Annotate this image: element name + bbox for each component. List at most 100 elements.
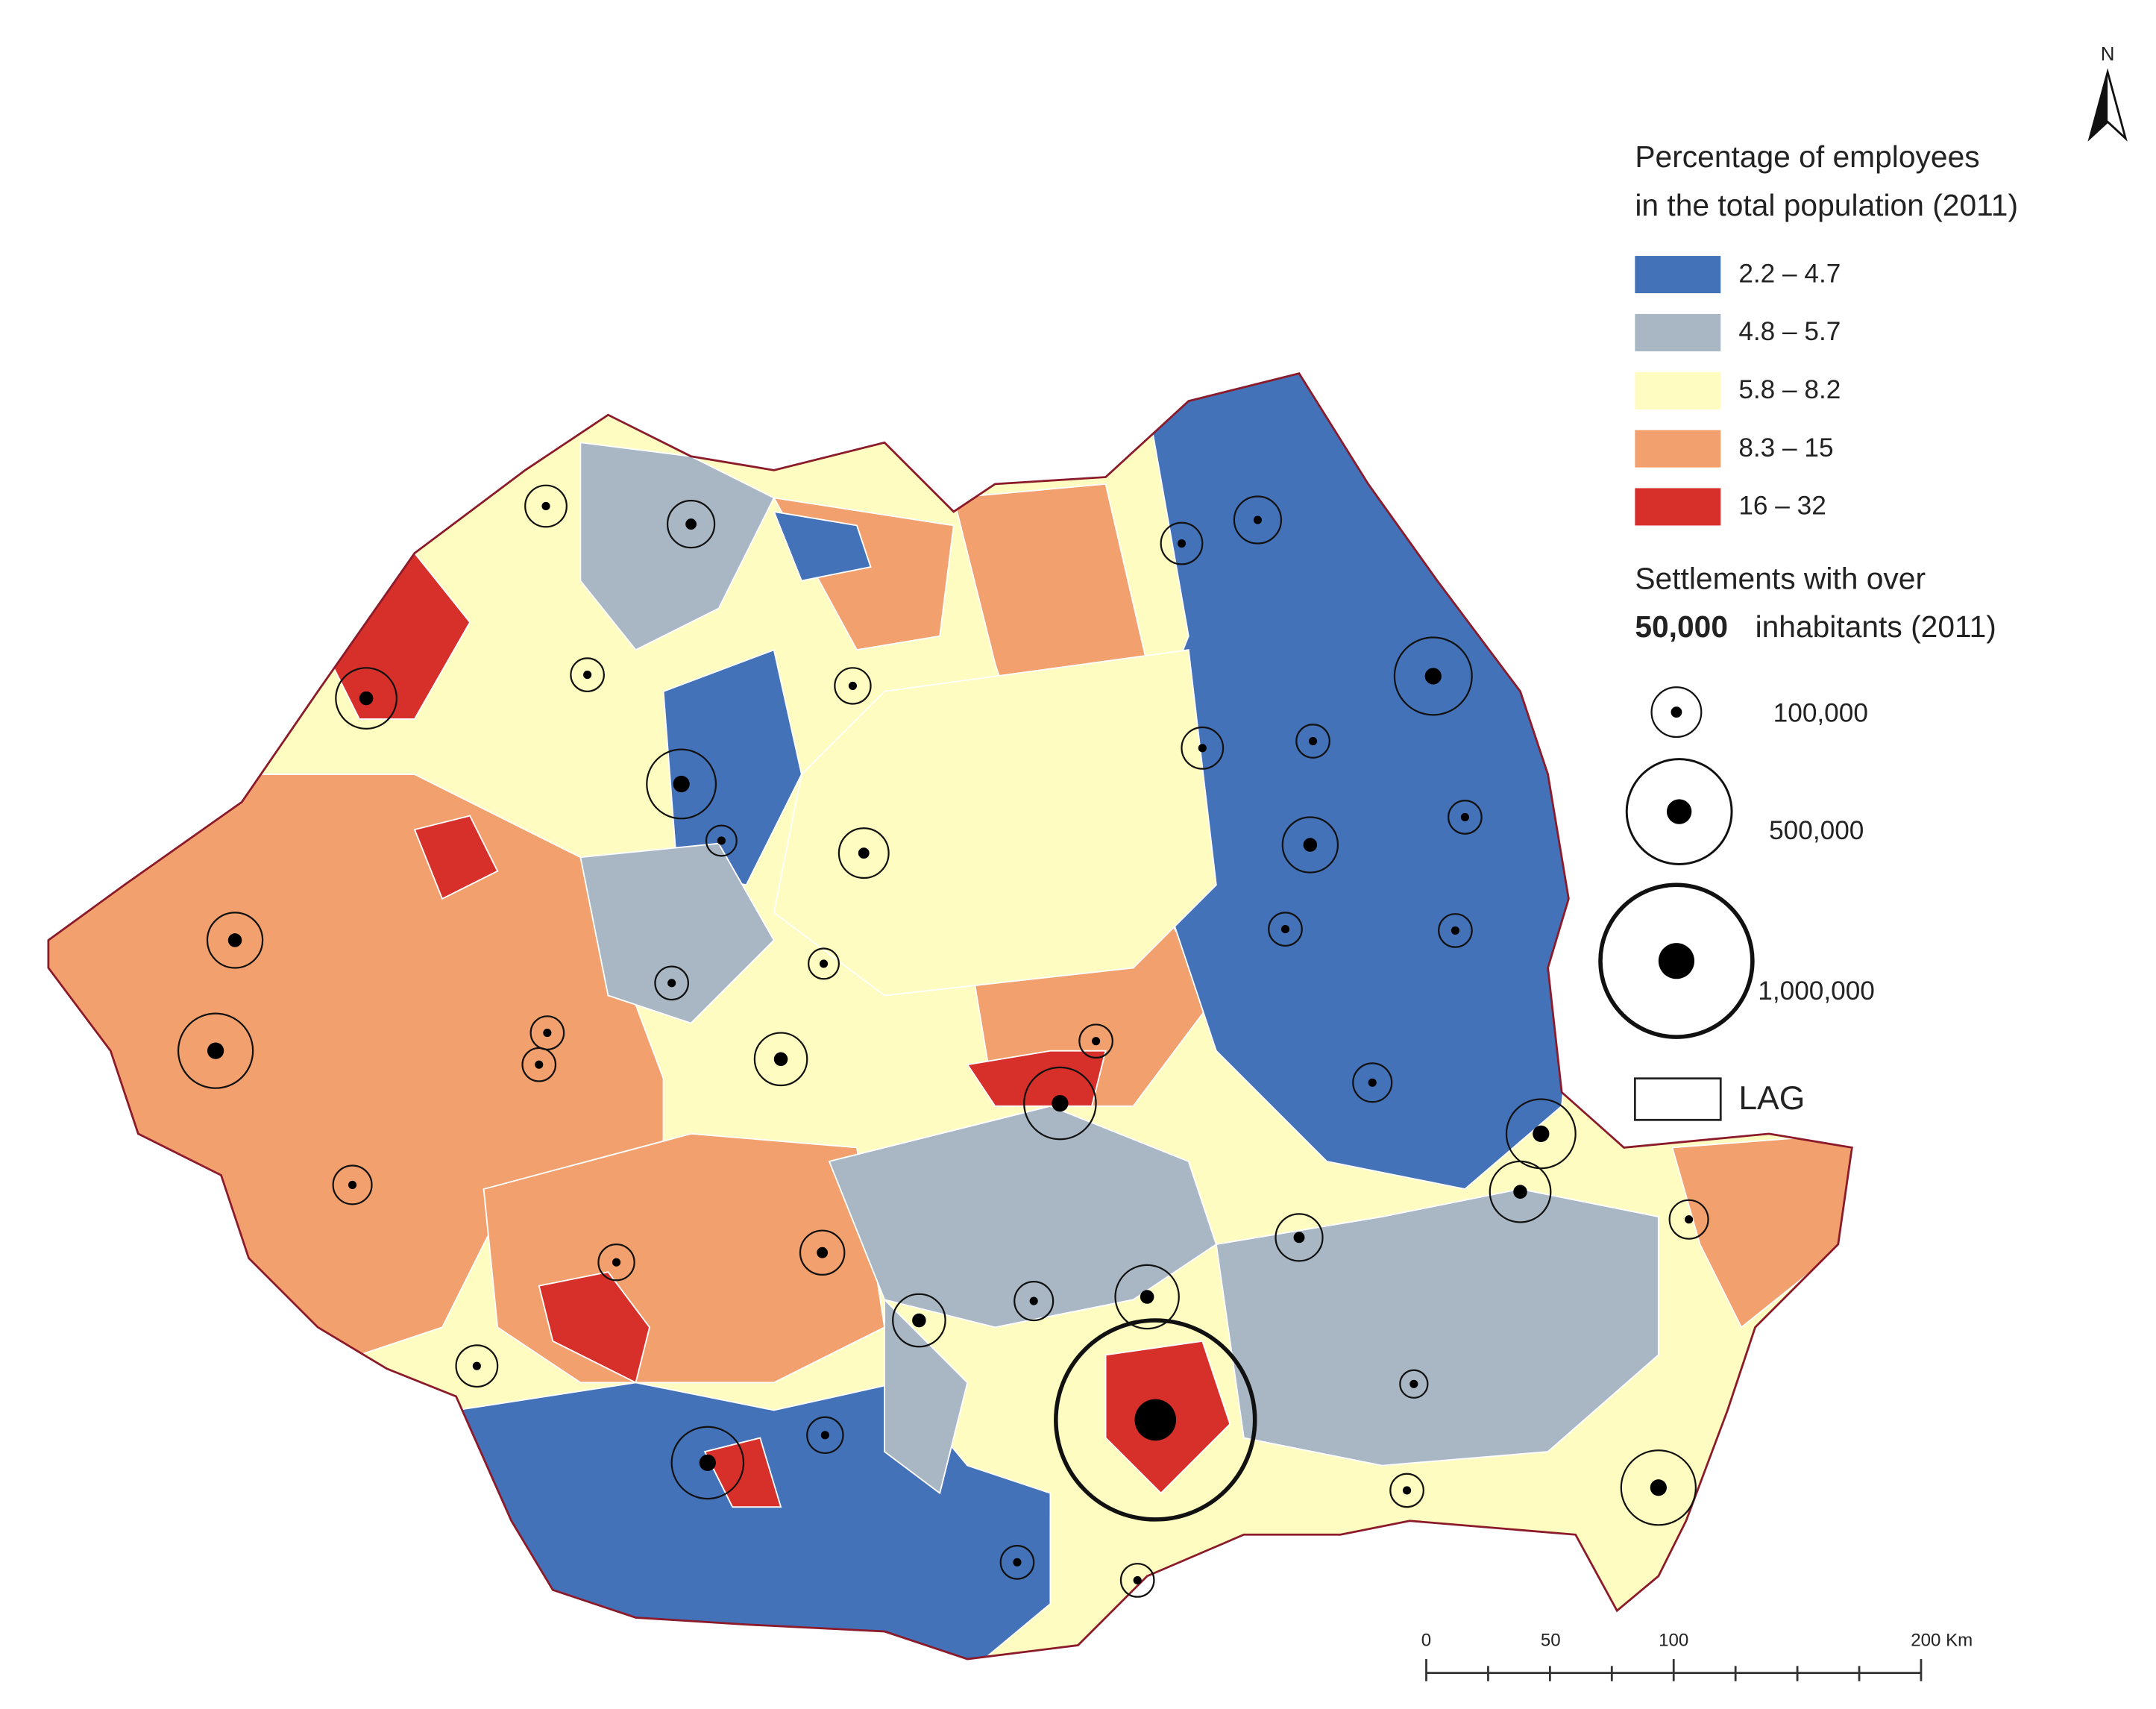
settlement-ring (1181, 726, 1225, 770)
settlement-dot (1685, 1215, 1694, 1224)
lag-label: LAG (1738, 1080, 1805, 1117)
settlement-ring (837, 827, 890, 879)
settlement-dot (541, 501, 550, 511)
settlement-dot (773, 1052, 788, 1067)
legend-label: 2.2 – 4.7 (1738, 259, 1841, 288)
settlement-ring (753, 1032, 808, 1087)
settlement-dot (535, 1060, 544, 1069)
settlement-dot (1013, 1558, 1022, 1567)
settlement-dot (583, 671, 592, 680)
settlement-dot (817, 1247, 829, 1258)
settlement-dot (472, 1361, 481, 1370)
legend-label: 5.8 – 8.2 (1738, 375, 1841, 404)
settlement-ring (1160, 521, 1204, 565)
settlement-dot (1293, 1232, 1305, 1244)
settlement-ring (206, 912, 264, 969)
settlement-ring (1281, 816, 1339, 874)
settlement-ring (1233, 495, 1283, 545)
settlement-ring (1393, 636, 1473, 716)
size-symbol (1650, 686, 1703, 739)
size-symbol (1666, 799, 1692, 824)
size-symbol (1658, 943, 1695, 979)
settlement-dot (1177, 539, 1187, 548)
settlement-ring (455, 1344, 499, 1388)
legend-subtitle: 50,000 (1635, 609, 1728, 644)
settlement-dot (1308, 736, 1318, 746)
settlement-ring (1295, 724, 1330, 759)
settlement-dot (1533, 1125, 1550, 1142)
settlement-dot (1650, 1479, 1667, 1496)
settlement-ring (332, 1164, 373, 1205)
settlement-dot (1134, 1399, 1177, 1441)
settlement-dot (1029, 1296, 1038, 1305)
settlement-ring (705, 824, 738, 857)
settlement-dot (699, 1454, 716, 1472)
settlement-ring (834, 667, 872, 705)
legend-subtitle: inhabitants (2011) (1756, 609, 1996, 644)
region (413, 815, 499, 900)
settlement-ring (808, 947, 840, 980)
settlement-ring (570, 657, 605, 692)
settlement-dot (673, 775, 690, 793)
scale-label: 50 (1541, 1630, 1561, 1650)
settlement-dot (858, 847, 870, 859)
settlement-dot (1052, 1094, 1069, 1112)
settlement-dot (227, 933, 242, 947)
settlement-dot (1198, 744, 1207, 753)
legend: Percentage of employees in the total pop… (1598, 139, 2018, 1121)
legend-swatch (1635, 488, 1721, 526)
settlement-dot (667, 979, 676, 988)
region (884, 1297, 969, 1495)
settlement-dot (819, 959, 829, 968)
settlement-ring (1352, 1062, 1393, 1103)
settlement-ring (1489, 1160, 1552, 1223)
settlement-dot (912, 1313, 926, 1328)
settlement-dot (820, 1431, 829, 1440)
region (966, 1050, 1107, 1107)
settlement-dot (1133, 1575, 1142, 1584)
settlement-dot (1403, 1486, 1412, 1495)
settlement-ring (1448, 800, 1483, 835)
settlement-ring (1668, 1199, 1709, 1240)
region (773, 649, 1217, 997)
north-label: N (2101, 44, 2115, 65)
settlement-ring (597, 1243, 635, 1282)
settlement-ring (1078, 1023, 1113, 1059)
settlement-ring (799, 1229, 846, 1276)
legend-swatch (1635, 256, 1721, 294)
settlement-ring (1054, 1318, 1257, 1522)
settlement-ring (654, 965, 690, 1001)
region (579, 842, 775, 1024)
settlement-ring (892, 1293, 946, 1348)
settlement-ring (666, 499, 716, 549)
legend-label: 4.8 – 5.7 (1738, 317, 1841, 346)
size-symbol (1598, 882, 1755, 1039)
legend-title: Percentage of employees (1635, 139, 1979, 174)
settlement-dot (1424, 668, 1442, 685)
settlement-dot (717, 836, 726, 845)
settlement-ring (335, 667, 397, 730)
settlement-dot (1368, 1078, 1377, 1087)
settlement-dot (848, 681, 857, 690)
settlement-dot (1280, 925, 1290, 934)
settlement-dot (348, 1180, 357, 1189)
settlement-ring (999, 1544, 1035, 1580)
settlement-ring (1114, 1264, 1180, 1330)
settlement-dot (1253, 515, 1262, 524)
settlement-ring (646, 748, 717, 820)
legend-swatch (1635, 371, 1721, 410)
settlement-ring (1399, 1369, 1429, 1399)
north-arrow: N (2087, 44, 2128, 142)
region (1215, 1188, 1659, 1467)
settlement-dot (612, 1258, 621, 1267)
settlement-dot (1460, 812, 1469, 822)
scale-label: 100 (1659, 1630, 1688, 1650)
size-label: 1,000,000 (1758, 976, 1875, 1006)
settlement-ring (1505, 1098, 1577, 1170)
scale-bar: 0 50 100 200 Km (1421, 1630, 1973, 1681)
settlement-ring (670, 1426, 745, 1500)
settlement-dot (1303, 838, 1318, 852)
settlement-dot (685, 518, 697, 530)
legend-swatch (1635, 313, 1721, 351)
